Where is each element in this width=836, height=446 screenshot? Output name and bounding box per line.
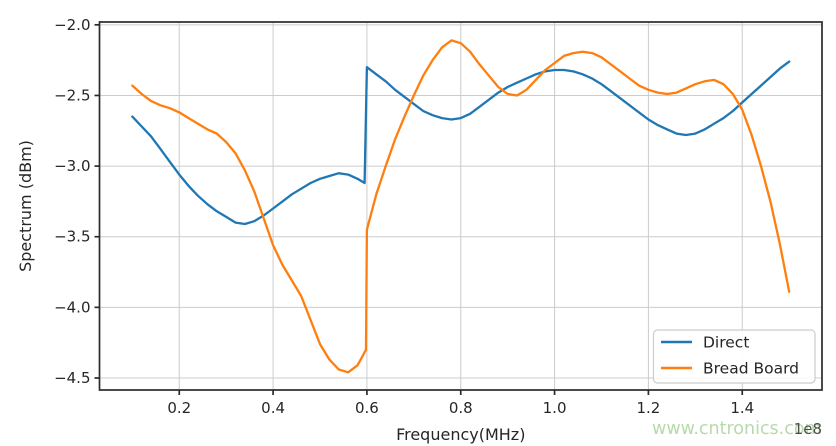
x-axis-label: Frequency(MHz) [396, 425, 525, 444]
y-tick-label: −2.0 [54, 16, 90, 34]
x-tick-label: 1.0 [543, 399, 567, 417]
y-tick-label: −3.5 [54, 228, 90, 246]
series-direct-line [131, 60, 791, 226]
legend-label: Bread Board [703, 360, 799, 378]
y-tick-label: −4.0 [54, 298, 90, 316]
watermark: www.cntronics.com [652, 419, 822, 439]
x-tick-label: 0.4 [261, 399, 285, 417]
tick-labels: 0.2 0.4 0.6 0.8 1.0 1.2 1.4 −2.0 −2.5 −3.0 −3.5 −4.… [54, 16, 754, 417]
legend-item-bread-board: Bread Board [661, 360, 799, 378]
y-tick-label: −4.5 [54, 369, 90, 387]
series-bread-board-line [131, 39, 791, 374]
x-tick-label: 1.4 [730, 399, 754, 417]
tick-marks [94, 23, 744, 395]
legend-box [652, 329, 816, 384]
y-axis-label: Spectrum (dBm) [16, 140, 35, 272]
x-axis-offset-label: 1e8 [794, 420, 822, 438]
y-tick-label: −2.5 [54, 86, 90, 104]
legend: Direct Bread Board [652, 329, 816, 384]
x-tick-label: 1.2 [636, 399, 660, 417]
legend-label: Direct [703, 334, 749, 352]
grid [99, 22, 822, 390]
y-tick-label: −3.0 [54, 157, 90, 175]
legend-item-direct: Direct [661, 334, 749, 352]
x-tick-label: 0.2 [167, 399, 191, 417]
x-tick-label: 0.6 [355, 399, 379, 417]
x-tick-label: 0.8 [449, 399, 473, 417]
